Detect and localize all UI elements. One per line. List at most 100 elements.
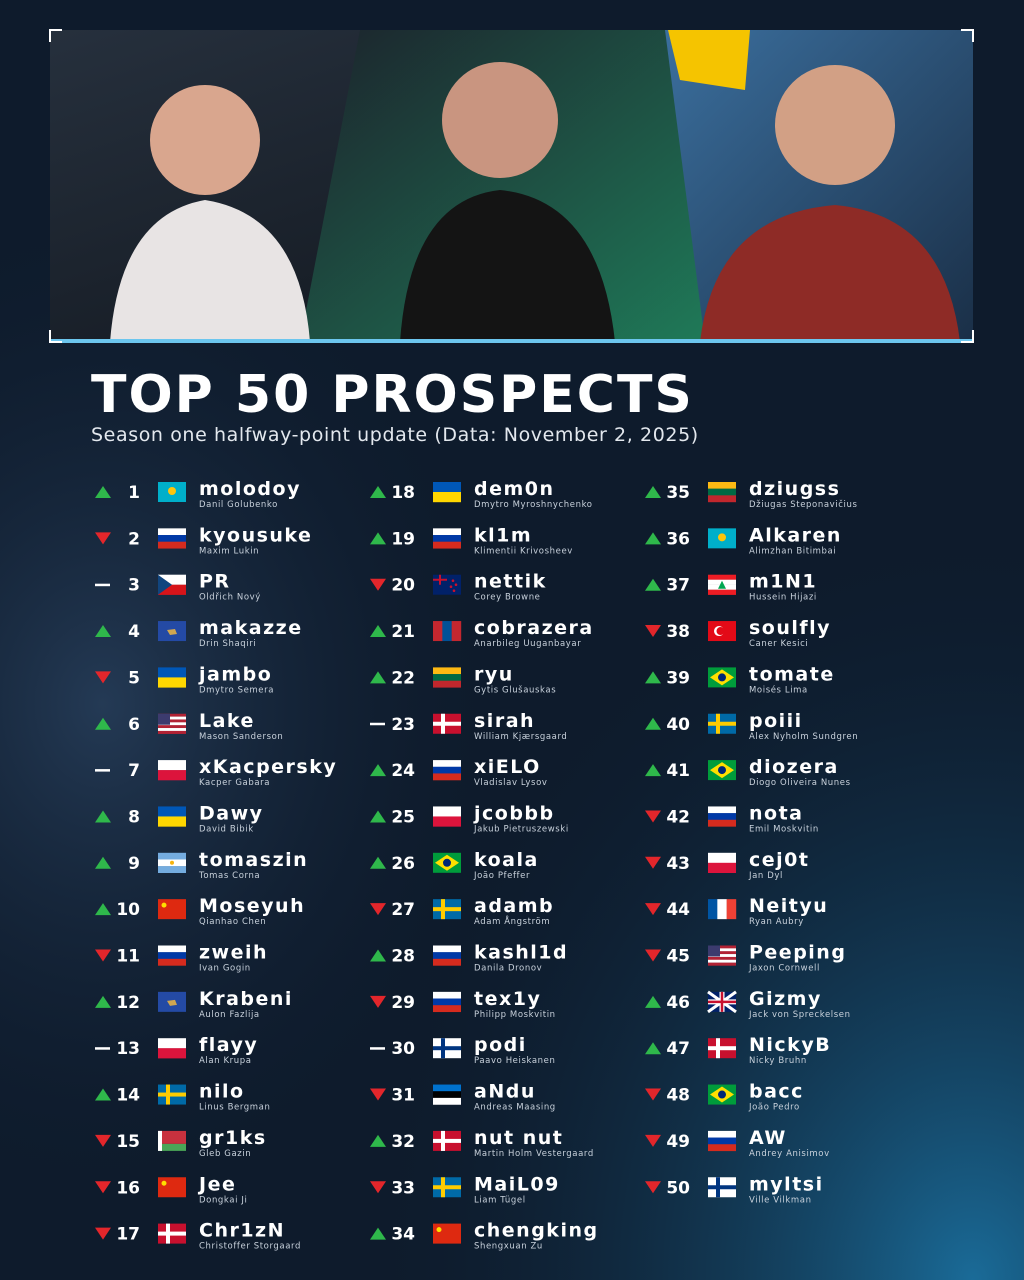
trend-up [370, 625, 386, 638]
player-nick: kl1m [474, 524, 532, 546]
rank: 38 [666, 622, 690, 642]
trend-up [645, 671, 661, 684]
flag-part [158, 713, 170, 725]
player-name: Drin Shaqiri [199, 639, 256, 649]
flag-part [158, 677, 186, 688]
flag [158, 1038, 186, 1059]
subtitle: Season one halfway-point update (Data: N… [91, 424, 699, 446]
flag-part [433, 1084, 461, 1092]
player-nick: Chr1zN [199, 1220, 285, 1242]
player-nick: AW [749, 1127, 787, 1149]
trend-down [95, 1227, 111, 1240]
flag [158, 667, 186, 688]
trend-up [95, 625, 111, 638]
photo-banner [49, 29, 974, 343]
flag-part [718, 766, 726, 775]
player-name: Danila Dronov [474, 964, 542, 974]
flag-part [433, 766, 461, 774]
trend-down [645, 949, 661, 962]
flag [433, 760, 461, 781]
rank: 12 [116, 993, 140, 1013]
player-name: Caner Kesici [749, 639, 808, 649]
flag [158, 806, 186, 827]
player-name: João Pfeffer [473, 871, 530, 881]
flag [708, 482, 736, 503]
flag [158, 713, 186, 734]
flag [433, 852, 461, 873]
rank: 39 [666, 668, 690, 688]
trend-up [95, 856, 111, 869]
flag-part [158, 716, 186, 720]
banner-line [50, 339, 973, 343]
flag [708, 852, 736, 873]
player-name: Diogo Oliveira Nunes [749, 778, 851, 788]
flag-part [158, 760, 186, 771]
flag [158, 945, 186, 966]
flag-part [708, 813, 736, 820]
flag-part [433, 535, 461, 542]
flag-part [433, 773, 461, 781]
flag-part [433, 1046, 461, 1051]
trend-up [370, 1134, 386, 1147]
trend-up [645, 764, 661, 777]
player-nick: gr1ks [199, 1127, 267, 1149]
player-name: Jan Dyl [748, 871, 783, 881]
flag-part [708, 495, 736, 503]
player-name: Ryan Aubry [749, 917, 804, 927]
flag [433, 621, 462, 642]
flag-part [708, 488, 736, 496]
player-name: Paavo Heiskanen [474, 1056, 556, 1066]
player-nick: bacc [749, 1081, 804, 1103]
flag-part [442, 621, 452, 642]
trend-down [645, 625, 661, 638]
flag [158, 1177, 186, 1198]
flag-part [158, 899, 186, 920]
player-nick: jambo [198, 663, 272, 685]
flag [158, 1223, 186, 1244]
rank: 4 [128, 622, 140, 642]
player-name: Klimentii Krivosheev [474, 546, 573, 556]
player-nick: koala [474, 849, 539, 871]
flag-part [158, 816, 186, 827]
title: TOP 50 PROSPECTS [91, 365, 694, 425]
rank: 6 [128, 715, 140, 735]
flag-part [433, 680, 461, 688]
trend-up [95, 810, 111, 823]
player-nick: nilo [199, 1081, 245, 1103]
flag [433, 991, 461, 1013]
flag-part [433, 621, 443, 642]
flag-part [158, 1048, 186, 1059]
player-nick: Jee [197, 1173, 236, 1195]
flag [433, 1177, 461, 1198]
player-name: Hussein Hijazi [749, 593, 817, 603]
player-name: Ville Vilkman [749, 1195, 812, 1205]
player-name: Moisés Lima [749, 684, 808, 695]
player-nick: diozera [749, 756, 839, 778]
player-name: Mason Sanderson [199, 732, 283, 742]
trend-up [370, 671, 386, 684]
player-nick: jcobbb [473, 802, 555, 824]
player-nick: Lake [199, 710, 255, 732]
trend-down [645, 1134, 661, 1147]
flag-part [433, 541, 461, 549]
flag-part [158, 1177, 186, 1198]
rank: 32 [391, 1132, 415, 1152]
flag-part [708, 852, 736, 863]
player-photo [110, 200, 310, 342]
player-nick: xiELO [474, 756, 541, 778]
flag [708, 899, 737, 920]
flag-part [433, 1223, 461, 1244]
player-nick: kashl1d [474, 942, 568, 964]
